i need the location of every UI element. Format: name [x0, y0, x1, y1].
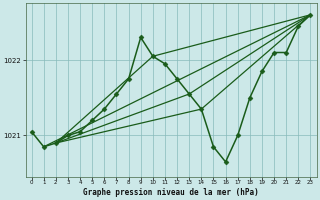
X-axis label: Graphe pression niveau de la mer (hPa): Graphe pression niveau de la mer (hPa)	[83, 188, 259, 197]
